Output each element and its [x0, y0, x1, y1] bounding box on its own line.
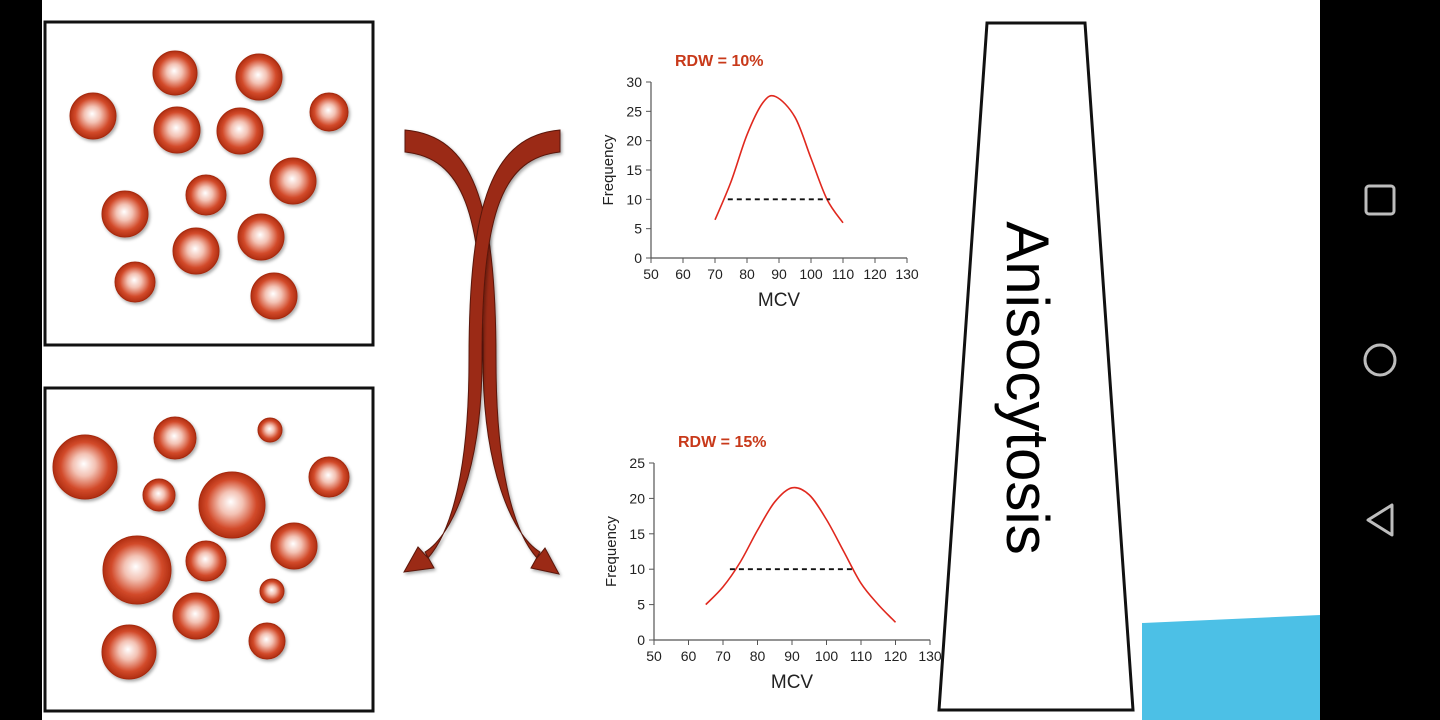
red-blood-cell — [216, 107, 264, 155]
rdw-10-chart: RDW = 10% 0 5 10 15 20 25 30 50 60 70 80 90 100 110 120… — [600, 53, 919, 311]
distribution-curve — [714, 94, 844, 224]
red-blood-cell — [52, 434, 118, 500]
red-blood-cell — [308, 456, 350, 498]
red-blood-cell — [101, 190, 149, 238]
back-icon[interactable] — [1360, 500, 1400, 540]
chart-title: RDW = 15% — [678, 434, 766, 451]
y-tick-label: 30 — [626, 74, 642, 90]
x-tick-label: 70 — [707, 266, 723, 282]
chart-title: RDW = 10% — [675, 53, 763, 70]
y-tick-label: 20 — [626, 133, 642, 149]
chart-axes — [650, 82, 907, 259]
red-blood-cell — [259, 578, 285, 604]
red-blood-cell — [153, 416, 197, 460]
red-blood-cell — [69, 92, 117, 140]
red-blood-cell — [185, 540, 227, 582]
y-tick-label: 15 — [629, 526, 645, 542]
x-axis-label: MCV — [771, 672, 814, 693]
x-tick-label: 130 — [918, 648, 942, 664]
x-tick-label: 90 — [771, 266, 787, 282]
y-axis-label: Frequency — [600, 134, 617, 205]
y-tick-label: 25 — [626, 103, 642, 119]
x-tick-label: 120 — [884, 648, 908, 664]
recent-apps-icon[interactable] — [1360, 180, 1400, 220]
red-blood-cell — [153, 106, 201, 154]
x-tick-label: 60 — [681, 648, 697, 664]
red-blood-cell — [235, 53, 283, 101]
red-blood-cell — [142, 478, 176, 512]
accent-corner-shape — [1142, 615, 1320, 720]
red-blood-cell — [152, 50, 198, 96]
red-blood-cell — [172, 227, 220, 275]
y-tick-label: 10 — [626, 191, 642, 207]
distribution-curve — [705, 486, 897, 623]
y-tick-label: 0 — [634, 250, 642, 266]
uniform-cells-panel — [43, 20, 375, 347]
x-axis-label: MCV — [758, 290, 801, 311]
y-tick-label: 10 — [629, 561, 645, 577]
arrow-top-right-to-bottom-left — [403, 129, 561, 573]
red-blood-cell — [270, 522, 318, 570]
red-blood-cell — [102, 535, 172, 605]
anisocytosis-trapezoid: Anisocytosis — [937, 21, 1135, 712]
y-tick-label: 25 — [629, 455, 645, 471]
variable-cells-panel — [43, 386, 375, 713]
y-axis-label: Frequency — [603, 516, 620, 587]
x-tick-label: 90 — [784, 648, 800, 664]
home-icon[interactable] — [1360, 340, 1400, 380]
chart-axes — [653, 463, 930, 641]
y-tick-label: 0 — [637, 632, 645, 648]
y-tick-label: 20 — [629, 490, 645, 506]
x-tick-label: 130 — [895, 266, 919, 282]
red-blood-cell — [172, 592, 220, 640]
x-tick-label: 100 — [815, 648, 839, 664]
x-tick-label: 80 — [750, 648, 766, 664]
red-blood-cell — [237, 213, 285, 261]
x-tick-label: 100 — [799, 266, 823, 282]
y-tick-label: 5 — [637, 597, 645, 613]
red-blood-cell — [198, 471, 266, 539]
x-tick-label: 120 — [863, 266, 887, 282]
x-tick-label: 110 — [850, 648, 873, 664]
x-tick-label: 70 — [715, 648, 731, 664]
crossing-arrows — [403, 129, 561, 575]
red-blood-cell — [248, 622, 286, 660]
red-blood-cell — [269, 157, 317, 205]
x-tick-label: 80 — [739, 266, 755, 282]
red-blood-cell — [257, 417, 283, 443]
anisocytosis-label: Anisocytosis — [994, 221, 1061, 554]
y-tick-label: 5 — [634, 221, 642, 237]
red-blood-cell — [309, 92, 349, 132]
rdw-15-chart: RDW = 15% 0 5 10 15 20 25 50 60 70 80 90 100 110 120 13… — [603, 434, 942, 693]
y-tick-label: 15 — [626, 162, 642, 178]
red-blood-cell — [114, 261, 156, 303]
red-blood-cell — [101, 624, 157, 680]
x-tick-label: 60 — [675, 266, 691, 282]
x-tick-label: 50 — [643, 266, 659, 282]
red-blood-cell — [250, 272, 298, 320]
x-tick-label: 50 — [646, 648, 662, 664]
x-tick-label: 110 — [832, 266, 855, 282]
red-blood-cell — [185, 174, 227, 216]
android-navigation-bar — [1320, 0, 1440, 720]
slide: RDW = 10% 0 5 10 15 20 25 30 50 60 70 80 90 100 110 120… — [42, 0, 1320, 720]
